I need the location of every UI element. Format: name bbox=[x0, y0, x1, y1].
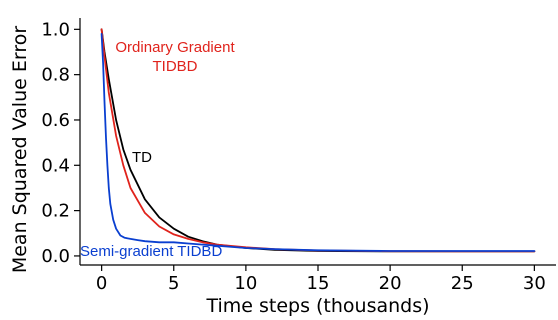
plot-lines bbox=[100, 28, 536, 253]
x-tick-label: 30 bbox=[523, 273, 546, 294]
annotation-sg: Semi-gradient TIDBD bbox=[80, 243, 222, 260]
series-line-semi-gradient-tidbd bbox=[100, 33, 536, 252]
y-axis-ticks: 0.0 0.2 0.4 0.6 0.8 1.0 bbox=[41, 19, 80, 267]
y-tick-label: 1.0 bbox=[41, 19, 70, 40]
y-tick-label: 0.0 bbox=[41, 246, 70, 267]
y-axis-title: Mean Squared Value Error bbox=[9, 26, 31, 274]
y-tick-label: 0.6 bbox=[41, 110, 70, 131]
annotation-og: Ordinary Gradient bbox=[115, 39, 235, 56]
x-tick-label: 15 bbox=[307, 273, 330, 294]
annotation-td: TD bbox=[132, 149, 152, 166]
x-tick-label: 5 bbox=[168, 273, 179, 294]
x-tick-label: 10 bbox=[234, 273, 257, 294]
annotation-og: TIDBD bbox=[153, 58, 198, 75]
x-axis-ticks: 0 5 10 15 20 25 30 bbox=[96, 265, 546, 294]
x-tick-label: 25 bbox=[451, 273, 474, 294]
annotations: Ordinary Gradient TIDBD TD Semi-gradient TI… bbox=[80, 39, 235, 260]
x-tick-label: 0 bbox=[96, 273, 107, 294]
y-tick-label: 0.2 bbox=[41, 201, 70, 222]
y-tick-label: 0.4 bbox=[41, 155, 70, 176]
x-axis-title: Time steps (thousands) bbox=[205, 295, 429, 317]
x-tick-label: 20 bbox=[379, 273, 402, 294]
y-tick-label: 0.8 bbox=[41, 65, 70, 86]
